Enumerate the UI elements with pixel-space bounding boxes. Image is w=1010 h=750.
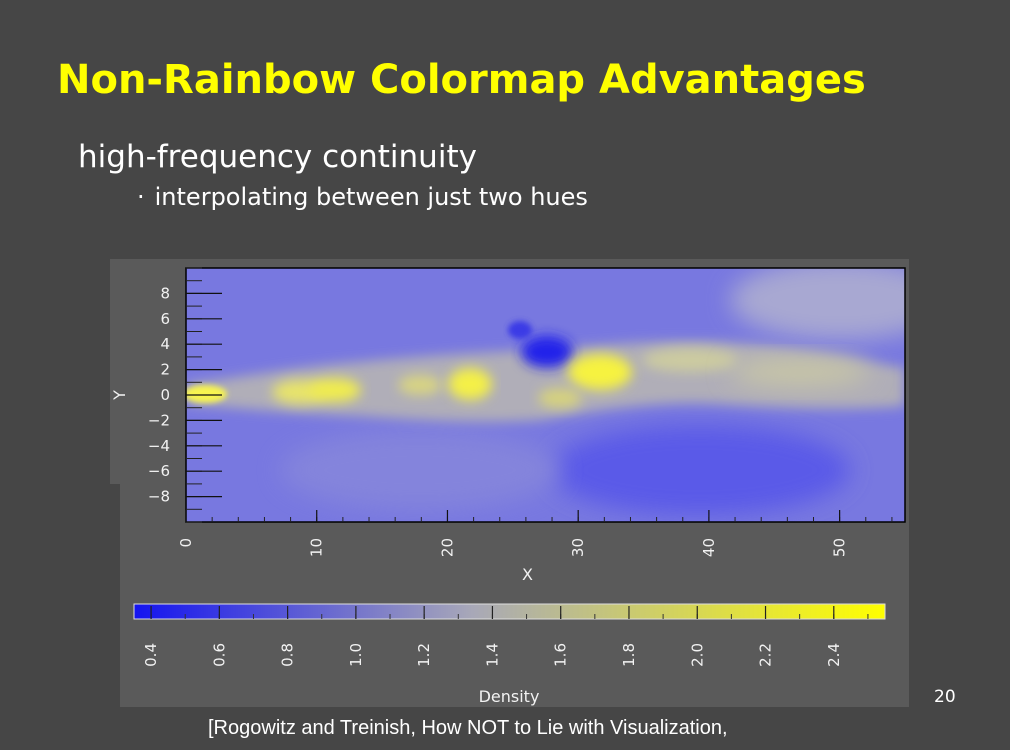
y-tick-label: 2: [160, 361, 170, 379]
density-blob-6: [538, 388, 582, 408]
x-axis-title: X: [522, 565, 533, 584]
colorbar-tick-label: 1.4: [483, 643, 501, 667]
y-tick-label: −4: [148, 437, 170, 455]
slide-title: Non-Rainbow Colormap Advantages: [57, 57, 866, 103]
bullet-sub-text: interpolating between just two hues: [154, 183, 588, 211]
colorbar-tick-label: 2.4: [825, 643, 843, 667]
y-tick-label: 4: [160, 335, 170, 353]
inflow-jet: [186, 385, 227, 403]
panel-notch: [110, 484, 120, 707]
page-number: 20: [934, 687, 956, 707]
field-mid-region: [280, 430, 560, 510]
colorbar-tick-label: 0.8: [279, 643, 297, 667]
y-tick-label: −8: [148, 488, 170, 506]
colorbar-tick-label: 1.8: [620, 643, 638, 667]
colorbar-tick-label: 0.4: [142, 643, 160, 667]
y-tick-label: 6: [160, 310, 170, 328]
colorbar-tick-label: 2.0: [688, 643, 706, 667]
density-blob-4: [448, 368, 492, 400]
x-tick-label: 0: [177, 538, 195, 548]
field-dark-region: [550, 425, 850, 515]
bullet-marker: ·: [137, 183, 145, 211]
x-tick-label: 10: [308, 538, 326, 557]
field-light-region: [730, 268, 905, 340]
y-tick-label: 8: [160, 284, 170, 302]
colorbar-tick-label: 1.2: [415, 643, 433, 667]
x-tick-label: 50: [831, 538, 849, 557]
density-blob-2: [309, 378, 361, 402]
x-tick-label: 40: [700, 538, 718, 557]
density-blob-5: [568, 354, 632, 390]
vortex-core-dark-2: [508, 321, 532, 339]
y-tick-label: 0: [160, 386, 170, 404]
colorbar-tick-label: 1.6: [552, 643, 570, 667]
y-tick-label: −6: [148, 462, 170, 480]
citation: [Rogowitz and Treinish, How NOT to Lie w…: [208, 717, 728, 739]
y-tick-label: −2: [148, 411, 170, 429]
density-blob-3: [398, 375, 442, 395]
y-axis-title: Y: [110, 390, 129, 401]
vortex-core-dark-1: [521, 336, 573, 368]
bullet-sub: · interpolating between just two hues: [137, 180, 588, 214]
density-streak-1: [642, 348, 738, 372]
colorbar-tick-label: 0.6: [210, 643, 228, 667]
heatmap-field: [186, 268, 905, 522]
colorbar-title: Density: [479, 687, 540, 706]
bullet-main: high-frequency continuity: [78, 139, 477, 175]
x-tick-label: 20: [438, 538, 456, 557]
density-streak-2: [730, 358, 870, 386]
colorbar-tick-label: 2.2: [757, 643, 775, 667]
colorbar-tick-label: 1.0: [347, 643, 365, 667]
colorbar: [133, 603, 886, 620]
x-tick-label: 30: [569, 538, 587, 557]
colorbar-axis: 0.4 0.6 0.8 1.0 1.2 1.4 1.6 1.8 2.0 2.2 2.4 Density: [142, 606, 869, 706]
